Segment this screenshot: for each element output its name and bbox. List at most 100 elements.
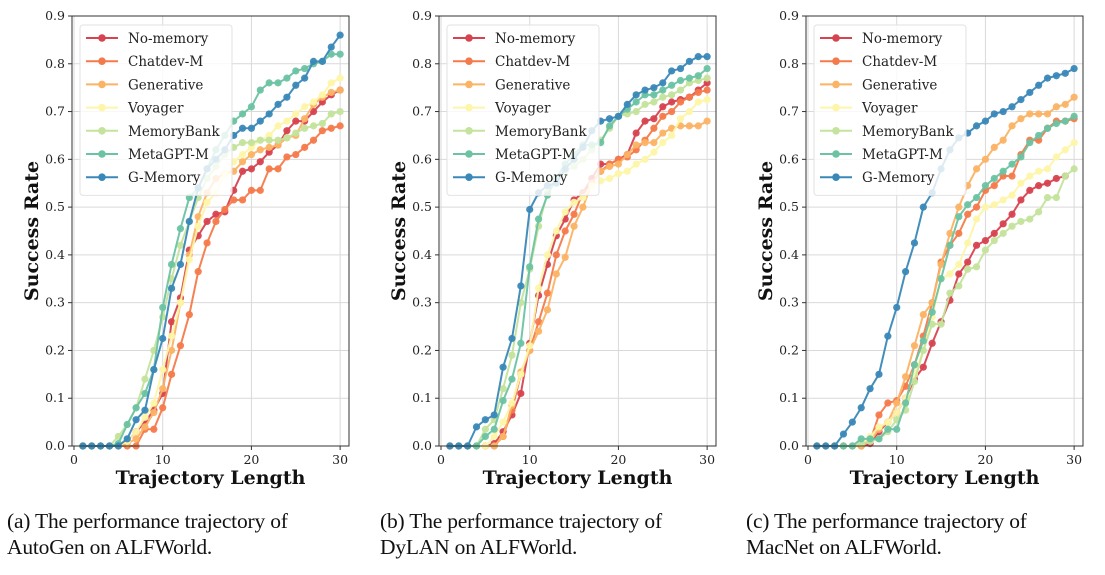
data-point [866,435,874,443]
data-point [481,432,489,441]
data-point [517,282,525,290]
data-point [901,268,910,276]
data-point [1043,110,1052,118]
data-point [1035,131,1043,140]
data-point [1026,186,1034,194]
data-point [614,160,623,168]
y-tick-label: 0.1 [412,390,432,405]
data-point [274,122,282,130]
data-point [919,363,927,371]
data-point [167,318,176,326]
legend-label: MetaGPT-M [128,147,209,163]
chart-panel-c: 0.0 0.1 0.2 0.3 0.4 0.5 0.6 0.7 0.8 0.9 0 10 20 30 Tra… [734,0,1102,490]
data-point [150,365,158,374]
legend-item: No-memory [820,31,943,47]
data-point [910,342,919,350]
legend-marker [832,80,840,89]
data-point [659,112,667,120]
data-point [292,110,300,118]
legend-marker [465,127,473,135]
data-point [1026,88,1034,97]
data-point [937,260,945,269]
data-point [999,220,1007,228]
data-point [132,404,140,412]
data-point [694,72,702,80]
y-tick-label: 0.7 [779,104,799,119]
data-point [946,241,954,249]
data-point [999,196,1007,204]
data-point [247,186,256,194]
data-point [1035,167,1043,175]
legend-item: MetaGPT-M [86,147,209,163]
legend-marker [98,127,106,135]
data-point [327,124,335,132]
legend-label: Voyager [861,101,918,117]
data-point [141,375,149,383]
data-point [668,67,676,75]
data-point [839,430,848,438]
data-point [981,182,990,190]
data-point [650,84,658,92]
y-axis-label: Success Rate [755,161,777,301]
data-point [955,270,963,278]
data-point [857,404,865,412]
data-point [283,127,291,135]
data-point [167,284,176,292]
chart-a-svg: 0.0 0.1 0.2 0.3 0.4 0.5 0.6 0.7 0.8 0.9 0 10 20 30 Tra… [21,8,350,489]
data-point [238,158,247,166]
data-point [336,122,344,130]
legend-item: MetaGPT-M [453,147,576,163]
data-point [1017,217,1025,226]
data-point [875,411,883,419]
data-point [176,342,185,350]
data-point [570,210,578,218]
x-axis-label: Trajectory Length [850,467,1040,489]
data-point [499,385,507,393]
caption-c-line1: (c) The performance trajectory of [746,509,1027,533]
y-tick-label: 0.2 [45,342,65,357]
data-point [570,222,578,230]
chart-panel-a: 0.0 0.1 0.2 0.3 0.4 0.5 0.6 0.7 0.8 0.9 0 10 20 30 Tra… [0,0,368,490]
data-point [508,375,516,383]
data-point [685,57,693,65]
data-point [318,57,326,65]
caption-c-line2: MacNet on ALFWorld. [746,535,942,559]
data-point [901,399,910,407]
chart-b-svg: 0.0 0.1 0.2 0.3 0.4 0.5 0.6 0.7 0.8 0.9 0 10 20 30 Tra… [388,8,717,489]
data-point [685,93,693,101]
data-point [703,53,711,61]
legend-label: Generative [862,77,937,93]
data-point [703,64,711,73]
data-point [668,107,676,116]
y-tick-label: 0.5 [779,199,799,214]
data-point [283,153,291,161]
legend-label: MetaGPT-M [495,147,576,163]
data-point [875,435,883,443]
data-point [292,150,300,159]
y-tick-label: 0.2 [779,342,799,357]
data-point [928,320,936,328]
legend-marker [832,127,840,135]
data-point [327,79,335,87]
data-point [972,165,981,173]
data-point [659,93,667,101]
data-point [1035,81,1043,89]
data-point [703,96,711,104]
data-point [893,408,901,417]
data-point [605,122,614,130]
data-point [972,241,981,249]
data-point [650,91,658,99]
data-point [552,270,560,278]
data-point [247,139,256,147]
data-point [561,253,569,261]
data-point [123,420,131,429]
legend-label: No-memory [495,31,576,47]
data-point [919,203,927,211]
legend-item: G-Memory [86,170,201,186]
data-point [694,88,702,97]
caption-b-line2: DyLAN on ALFWorld. [380,535,578,559]
legend-label: Chatdev-M [128,54,203,70]
data-point [490,425,498,433]
data-point [685,107,693,116]
data-point [543,306,552,314]
